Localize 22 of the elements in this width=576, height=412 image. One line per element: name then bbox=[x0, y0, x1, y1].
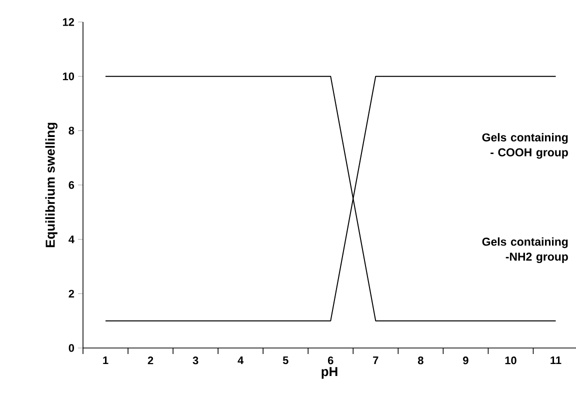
x-tick-label: 6 bbox=[328, 356, 334, 364]
x-tick-label: 11 bbox=[550, 356, 562, 364]
x-tick-label: 8 bbox=[418, 356, 424, 364]
x-tick-label: 7 bbox=[373, 356, 378, 364]
x-tick-label: 2 bbox=[148, 356, 154, 364]
x-tick-label: 4 bbox=[238, 356, 244, 364]
y-tick-label: 6 bbox=[68, 181, 74, 189]
y-axis-title: Equilibrium swelling bbox=[45, 122, 58, 248]
y-tick-label: 0 bbox=[68, 344, 74, 352]
x-tick-label: 9 bbox=[463, 356, 468, 364]
y-tick-label: 10 bbox=[62, 72, 74, 80]
x-axis-title: pH bbox=[322, 367, 338, 379]
x-tick-label: 5 bbox=[282, 356, 288, 364]
x-tick-label: 1 bbox=[103, 356, 108, 364]
annotation: Gels containing -NH2 group bbox=[482, 237, 568, 264]
y-tick-label: 12 bbox=[62, 18, 74, 26]
y-tick-label: 4 bbox=[68, 236, 74, 244]
annotation: Gels containing - COOH group bbox=[482, 133, 568, 159]
y-tick-label: 8 bbox=[68, 126, 74, 135]
x-tick-label: 3 bbox=[192, 356, 198, 364]
y-tick-label: 2 bbox=[68, 290, 74, 298]
x-tick-label: 10 bbox=[505, 356, 516, 364]
